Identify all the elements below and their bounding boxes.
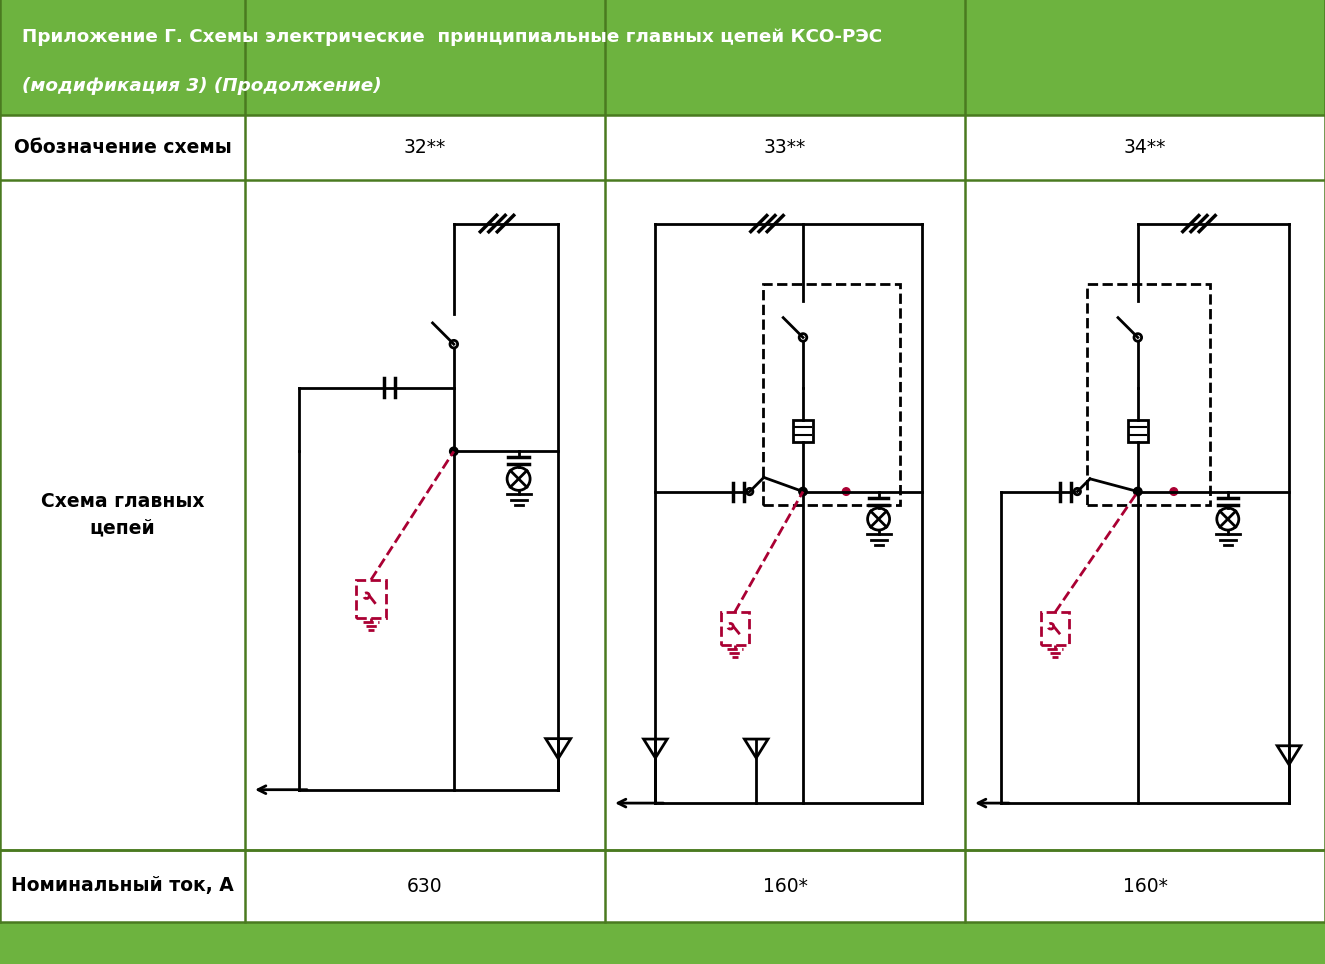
Text: 160*: 160* bbox=[763, 876, 807, 896]
Text: 630: 630 bbox=[407, 876, 443, 896]
Text: 34**: 34** bbox=[1124, 138, 1166, 157]
Circle shape bbox=[449, 447, 458, 456]
Circle shape bbox=[843, 488, 851, 495]
Text: Номинальный ток, А: Номинальный ток, А bbox=[11, 876, 235, 896]
Text: 160*: 160* bbox=[1122, 876, 1167, 896]
Text: 32**: 32** bbox=[404, 138, 447, 157]
Circle shape bbox=[1134, 488, 1142, 495]
Text: Обозначение схемы: Обозначение схемы bbox=[13, 138, 232, 157]
Bar bbox=[1128, 420, 1147, 442]
Bar bbox=[0, 922, 1325, 964]
Text: 33**: 33** bbox=[765, 138, 806, 157]
Text: (модификация 3) (Продолжение): (модификация 3) (Продолжение) bbox=[23, 77, 382, 95]
Bar bbox=[0, 0, 1325, 115]
Bar bbox=[792, 420, 814, 442]
Text: Приложение Г. Схемы электрические  принципиальные главных цепей КСО-РЭС: Приложение Г. Схемы электрические принци… bbox=[23, 28, 882, 46]
Bar bbox=[763, 283, 900, 505]
Bar bbox=[356, 579, 386, 618]
Bar bbox=[1041, 612, 1069, 646]
Bar bbox=[721, 612, 749, 646]
Circle shape bbox=[1170, 488, 1178, 495]
Circle shape bbox=[799, 488, 807, 495]
Text: Схема главных
цепей: Схема главных цепей bbox=[41, 493, 204, 538]
Bar bbox=[1088, 283, 1210, 505]
